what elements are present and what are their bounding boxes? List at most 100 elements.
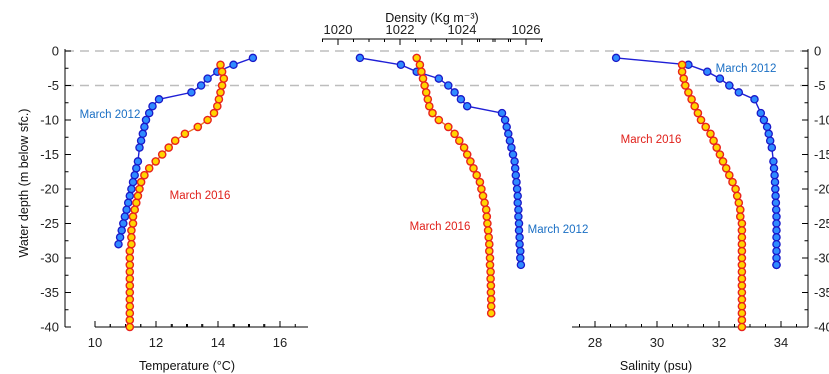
data-point-temperature-2012 [127,184,136,194]
data-point-temperature-2016 [128,219,138,228]
data-point-salinity-2012 [765,136,775,145]
x-axis-label-temperature: Temperature (°C) [139,359,235,373]
data-point-salinity-2012 [734,88,744,97]
data-point-temperature-2016 [125,253,135,263]
data-point-temperature-2016 [125,301,135,311]
data-point-density-2016 [434,115,444,125]
data-point-density-2012 [450,88,459,97]
data-point-density-2016 [443,122,453,132]
data-point-temperature-2016 [157,150,167,159]
x-tick-label-density: 1020 [324,22,353,37]
data-point-density-2016 [486,295,496,304]
data-point-density-2016 [428,108,437,118]
data-point-density-2016 [486,267,495,277]
data-point-density-2016 [462,150,472,159]
data-point-temperature-2012 [196,81,206,90]
data-point-salinity-2016 [709,136,718,145]
data-point-density-2016 [418,74,428,83]
data-point-density-2012 [514,226,524,235]
data-point-salinity-2016 [736,212,745,221]
data-point-density-2012 [513,191,522,201]
data-point-density-2016 [459,143,469,152]
data-point-salinity-2016 [684,88,693,97]
data-point-salinity-2012 [611,53,621,63]
data-point-salinity-2016 [737,301,747,311]
data-point-salinity-2016 [737,246,747,256]
data-point-temperature-2016 [130,205,139,214]
data-point-density-2012 [512,177,521,187]
data-point-density-2012 [502,122,511,132]
data-point-salinity-2016 [737,308,747,318]
y-axis-label: Water depth (m below sfc.) [17,109,31,258]
data-point-salinity-2016 [737,322,747,332]
series-label-density-0: March 2012 [528,224,589,236]
data-point-density-2012 [516,260,526,270]
x-tick-label-salinity: 30 [650,335,664,350]
data-point-density-2016 [477,184,486,194]
data-point-temperature-2016 [140,170,149,180]
data-point-temperature-2012 [133,157,143,166]
right-y-tick-label: -30 [814,251,829,266]
data-point-salinity-2016 [737,253,747,263]
data-point-temperature-2012 [115,233,125,242]
data-point-density-2012 [497,108,507,118]
data-point-temperature-2016 [125,288,135,297]
data-point-temperature-2012 [140,122,149,132]
data-point-density-2012 [507,143,516,152]
data-point-salinity-2016 [687,95,696,104]
data-point-density-2016 [478,191,488,201]
data-point-salinity-2012 [772,212,781,221]
data-point-salinity-2012 [715,74,725,83]
data-point-salinity-2016 [737,267,747,277]
data-point-temperature-2016 [127,239,136,249]
data-point-density-2016 [412,53,422,63]
data-point-temperature-2016 [217,67,227,76]
data-point-salinity-2012 [772,219,781,228]
series-label-salinity-1: March 2016 [621,134,682,146]
data-point-salinity-2016 [696,115,706,125]
right-y-tick-label: -15 [814,147,829,162]
x-tick-label-density: 1024 [448,22,477,37]
data-point-temperature-2016 [136,177,146,187]
data-point-salinity-2016 [701,122,711,132]
data-point-density-2012 [513,198,522,208]
data-point-density-2016 [454,136,464,145]
data-point-temperature-2016 [144,163,154,173]
left-y-tick-label: -30 [40,251,59,266]
data-point-temperature-2016 [216,88,225,97]
left-y-tick-label: -20 [40,182,59,197]
data-point-salinity-2016 [721,163,731,173]
data-point-salinity-2016 [737,239,747,249]
data-point-density-2012 [505,136,515,145]
data-point-salinity-2012 [762,122,772,132]
data-point-salinity-2012 [772,233,781,242]
series-label-salinity-0: March 2012 [716,63,777,75]
data-point-salinity-2016 [737,274,747,284]
data-point-salinity-2016 [715,150,725,159]
data-point-salinity-2016 [737,226,747,235]
x-tick-label-temperature: 10 [88,335,102,350]
data-point-temperature-2012 [203,74,212,83]
data-point-density-2012 [510,157,519,166]
data-point-salinity-2012 [772,260,781,270]
data-point-density-2016 [484,239,494,249]
right-y-tick-label: -40 [814,320,829,335]
x-tick-label-salinity: 32 [712,335,726,350]
x-tick-label-density: 1022 [386,22,415,37]
data-point-density-2016 [486,301,496,311]
data-point-density-2016 [420,81,429,90]
data-point-temperature-2012 [125,191,135,201]
data-point-density-2012 [444,81,453,90]
data-point-temperature-2016 [125,246,135,256]
data-point-temperature-2016 [212,101,222,111]
left-y-tick-label: -35 [40,285,59,300]
data-point-density-2016 [485,253,495,263]
data-point-salinity-2012 [769,164,779,173]
data-point-salinity-2016 [706,129,715,139]
data-point-temperature-2016 [219,74,229,83]
data-point-density-2016 [486,288,496,297]
data-point-density-2016 [483,226,493,235]
data-point-temperature-2016 [128,212,138,221]
data-point-temperature-2016 [170,136,180,145]
